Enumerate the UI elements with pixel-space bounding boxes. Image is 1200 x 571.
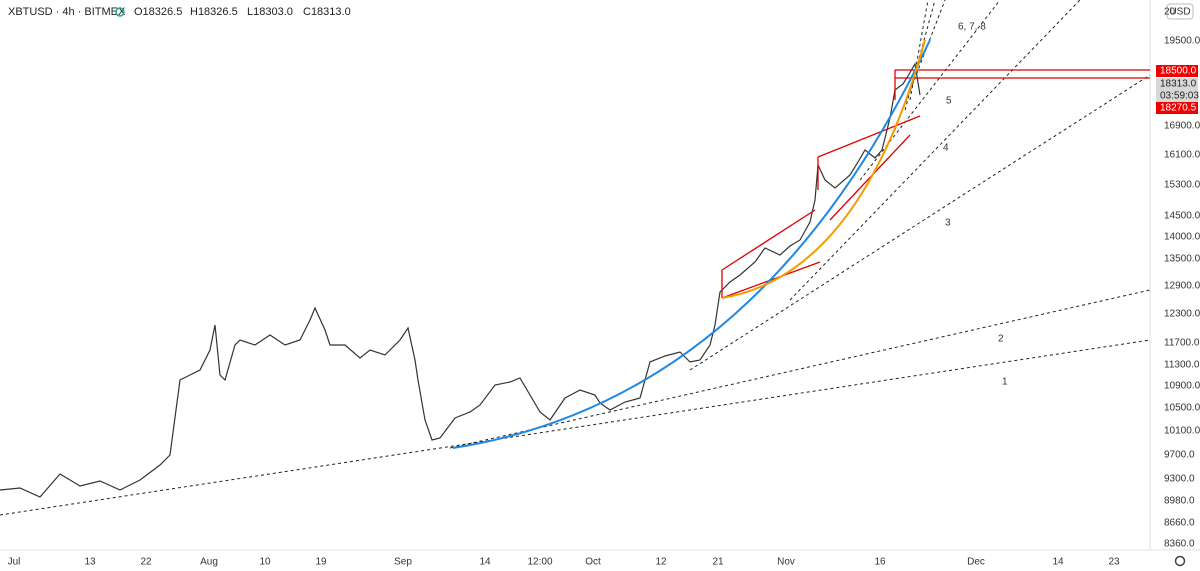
price-tick-label: 10100.0 xyxy=(1164,426,1200,437)
currency-label[interactable]: USD xyxy=(1169,7,1190,18)
time-tick-label: 12 xyxy=(655,557,667,568)
price-tick-label: 8980.0 xyxy=(1164,496,1195,507)
price-tag xyxy=(1156,102,1198,114)
line-label: 3 xyxy=(945,218,951,229)
price-tick-label: 11700.0 xyxy=(1164,338,1200,349)
time-tick-label: 22 xyxy=(140,557,152,568)
price-tick-label: 13500.0 xyxy=(1164,254,1200,265)
trend-line xyxy=(904,0,936,111)
time-tick-label: Dec xyxy=(967,557,985,568)
price-tick-label: 9700.0 xyxy=(1164,450,1195,461)
price-tick-label: 11300.0 xyxy=(1164,360,1200,371)
price-tick-label: 12900.0 xyxy=(1164,281,1200,292)
price-tick-label: 8360.0 xyxy=(1164,539,1195,550)
price-tag-label: 03:59:03 xyxy=(1160,91,1199,102)
line-label: 6, 7, 8 xyxy=(958,22,986,33)
time-tick-label: 16 xyxy=(874,557,886,568)
settings-gear[interactable] xyxy=(1174,555,1186,567)
parabolic-curve xyxy=(452,39,931,449)
price-tick-label: 14500.0 xyxy=(1164,211,1200,222)
time-tick-label: Jul xyxy=(8,557,21,568)
trend-line xyxy=(689,74,1151,371)
trend-line xyxy=(894,0,946,131)
price-tick-label: 15300.0 xyxy=(1164,180,1200,191)
price-tag xyxy=(1156,65,1198,77)
ohlc-open: O18326.5 xyxy=(134,6,182,18)
time-tick-label: 10 xyxy=(259,557,271,568)
price-tag-label: 18500.0 xyxy=(1160,66,1197,77)
price-line xyxy=(0,62,921,498)
time-tick-label: Nov xyxy=(777,557,795,568)
price-tick-label: 10900.0 xyxy=(1164,381,1200,392)
price-tag xyxy=(1156,78,1198,90)
price-tick-label: 8660.0 xyxy=(1164,518,1195,529)
channel-line xyxy=(817,115,921,158)
price-tick-label: 12300.0 xyxy=(1164,309,1200,320)
price-tick-label: 14000.0 xyxy=(1164,232,1200,243)
ohlc-close: C18313.0 xyxy=(303,6,351,18)
status-dot xyxy=(115,7,125,17)
channel-line xyxy=(721,209,816,271)
price-tick-label: 19500.0 xyxy=(1164,36,1200,47)
price-tick-label: 10500.0 xyxy=(1164,403,1200,414)
time-tick-label: Sep xyxy=(394,557,412,568)
line-label: 5 xyxy=(946,96,952,107)
time-tick-label: 21 xyxy=(712,557,724,568)
time-tick-label: Oct xyxy=(585,557,601,568)
time-tick-label: 19 xyxy=(315,557,327,568)
ohlc-low: L18303.0 xyxy=(247,6,293,18)
time-tick-label: 23 xyxy=(1108,557,1120,568)
price-tick-label: 16100.0 xyxy=(1164,150,1200,161)
line-label: 4 xyxy=(943,143,949,154)
time-tick-label: 14 xyxy=(1052,557,1064,568)
line-label: 1 xyxy=(1002,377,1008,388)
time-tick-label: 14 xyxy=(479,557,491,568)
line-label: 2 xyxy=(998,334,1004,345)
price-tick-label: 9300.0 xyxy=(1164,474,1195,485)
price-tag-label: 18270.5 xyxy=(1160,103,1197,114)
parabolic-curve xyxy=(721,39,926,299)
price-tick-label: 16900.0 xyxy=(1164,121,1200,132)
trend-line xyxy=(0,339,1151,516)
time-tick-label: 13 xyxy=(84,557,96,568)
trend-line xyxy=(909,0,929,101)
symbol: XBTUSD · 4h · BITMEX xyxy=(8,6,126,18)
time-tick-label: 12:00 xyxy=(527,557,552,568)
price-tick-label: 20 xyxy=(1164,7,1176,18)
ohlc-high: H18326.5 xyxy=(190,6,238,18)
price-tag-label: 18313.0 xyxy=(1160,79,1197,90)
settings-icon[interactable] xyxy=(1174,555,1186,567)
currency-button[interactable] xyxy=(1166,3,1194,20)
trend-line xyxy=(859,0,1001,181)
time-tick-label: Aug xyxy=(200,557,218,568)
price-tag xyxy=(1156,90,1198,102)
